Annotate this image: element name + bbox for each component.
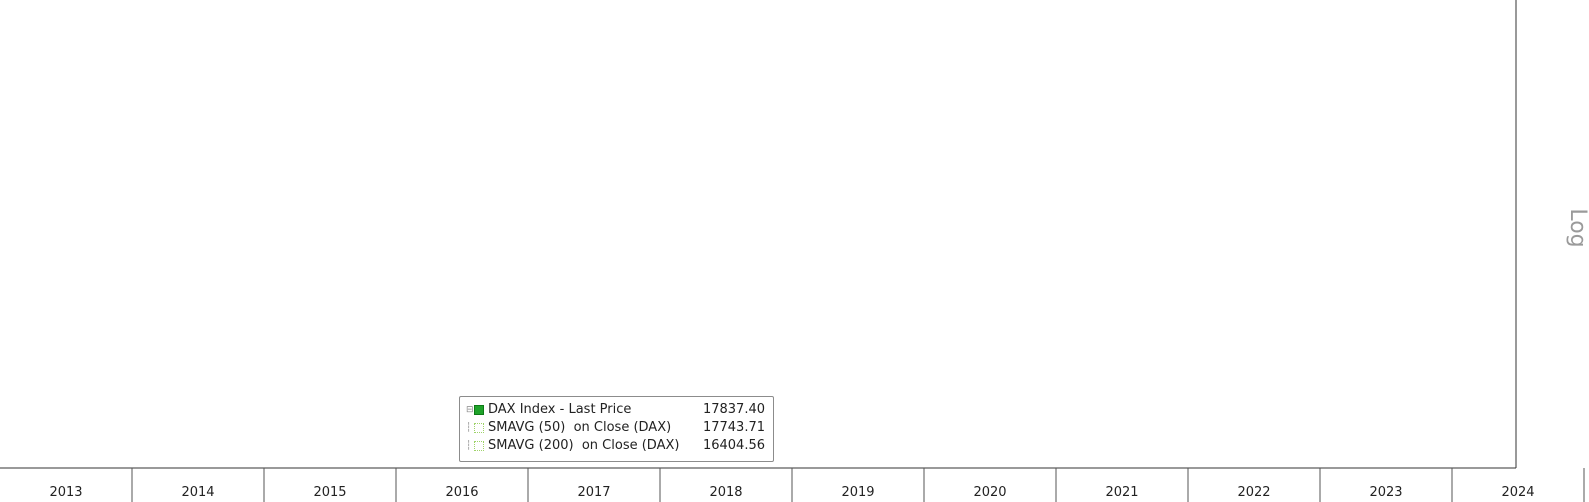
- x-tick-label: 2021: [1105, 485, 1138, 500]
- x-tick-label: 2022: [1237, 485, 1270, 500]
- legend-name: SMAVG (200) on Close (DAX): [488, 438, 680, 453]
- y-axis-scale-label: Log: [1565, 208, 1589, 247]
- legend-tree-branch-icon: ┆: [466, 422, 472, 433]
- x-tick-label: 2015: [313, 485, 346, 500]
- x-tick-label: 2023: [1369, 485, 1402, 500]
- legend-row-sma200[interactable]: ┆ SMAVG (200) on Close (DAX) 16404.56: [466, 437, 765, 454]
- legend-name: DAX Index - Last Price: [488, 402, 632, 417]
- legend-name: SMAVG (50) on Close (DAX): [488, 420, 672, 435]
- x-tick-label: 2014: [181, 485, 214, 500]
- legend-row-price[interactable]: ⊟ DAX Index - Last Price 17837.40: [466, 401, 765, 418]
- legend-swatch-sma50: [474, 422, 484, 433]
- legend-row-sma50[interactable]: ┆ SMAVG (50) on Close (DAX) 17743.71: [466, 419, 765, 436]
- x-tick-label: 2019: [841, 485, 874, 500]
- legend-swatch-price: [474, 404, 484, 415]
- legend-collapse-icon[interactable]: ⊟: [466, 404, 474, 415]
- x-tick-label: 2017: [577, 485, 610, 500]
- x-tick-label: 2018: [709, 485, 742, 500]
- x-tick-label: 2016: [445, 485, 478, 500]
- legend-value: 17837.40: [702, 402, 765, 417]
- chart-legend[interactable]: ⊟ DAX Index - Last Price 17837.40 ┆ SMAV…: [459, 396, 774, 462]
- legend-value: 16404.56: [702, 438, 765, 453]
- x-tick-label: 2024: [1501, 485, 1534, 500]
- legend-swatch-sma200: [474, 440, 484, 451]
- legend-tree-branch-icon: ┆: [466, 440, 472, 451]
- x-tick-label: 2013: [49, 485, 82, 500]
- x-tick-label: 2020: [973, 485, 1006, 500]
- legend-value: 17743.71: [702, 420, 765, 435]
